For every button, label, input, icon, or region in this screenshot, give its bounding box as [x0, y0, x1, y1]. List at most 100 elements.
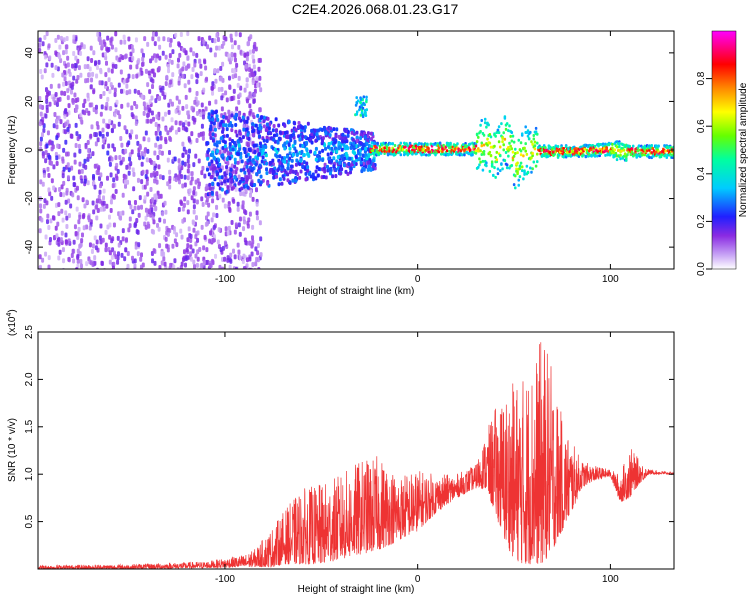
spectrogram-cell: [223, 144, 227, 149]
spectrogram-cell: [231, 44, 235, 50]
spectrogram-cell: [43, 68, 47, 74]
spectrogram-cell: [149, 186, 153, 192]
spectrogram-cell: [93, 235, 97, 241]
spectrogram-cell: [166, 227, 170, 233]
spectrogram-cell: [194, 234, 198, 240]
spectrogram-cell: [230, 56, 234, 62]
spectrogram-cell: [186, 63, 190, 69]
spectrogram-cell: [69, 203, 73, 209]
spectrogram-cell: [158, 243, 162, 249]
spectrogram-cell: [181, 141, 185, 147]
spectrogram-cell: [214, 110, 218, 115]
spectrogram-cell: [228, 137, 232, 142]
spectrogram-cell: [159, 135, 163, 141]
spectrogram-cell: [105, 101, 109, 107]
spectrogram-cell: [275, 174, 279, 179]
spectrogram-cell: [62, 50, 66, 56]
spectrogram-cell: [495, 150, 499, 154]
spectrogram-cell: [187, 148, 191, 154]
spectrogram-cell: [531, 167, 534, 171]
spectrogram-cell: [182, 202, 186, 208]
spectrogram-cell: [146, 221, 150, 227]
spectrogram-cell: [144, 207, 148, 213]
spectrogram-cell: [112, 222, 116, 228]
spectrogram-cell: [59, 237, 63, 243]
spectrogram-cell: [519, 153, 523, 157]
spectrogram-cell: [495, 158, 499, 162]
spectrogram-cell: [239, 155, 243, 160]
spectrogram-cell: [140, 61, 144, 67]
spectrogram-cell: [55, 124, 59, 130]
spectrogram-cell: [287, 119, 291, 124]
spectrogram-cell: [94, 245, 98, 251]
spectrogram-cell: [265, 171, 269, 176]
spectrogram-cell: [55, 101, 59, 107]
spectrogram-cell: [364, 153, 368, 158]
spectrogram-cell: [383, 149, 386, 153]
spectrogram-cell: [599, 142, 603, 146]
spectrogram-cell: [150, 110, 154, 116]
spectrogram-cells: [38, 31, 674, 269]
spectrogram-cell: [302, 152, 306, 157]
spectrogram-cell: [330, 146, 334, 151]
spectrogram-cell: [229, 33, 233, 39]
spectrogram-cell: [104, 81, 108, 87]
spectrogram-cell: [211, 37, 215, 43]
spectrogram-cell: [112, 261, 116, 267]
spectrogram-cell: [157, 127, 161, 133]
spectrogram-cell: [56, 66, 60, 72]
spectrogram-cell: [74, 122, 78, 128]
spectrogram-cell: [226, 178, 230, 183]
spectrogram-cell: [320, 127, 324, 132]
spectrogram-cell: [255, 156, 259, 161]
spectrogram-xtick-label: -100: [215, 274, 235, 285]
spectrogram-cell: [119, 69, 123, 75]
spectrogram-cell: [303, 135, 307, 140]
spectrogram-cell: [531, 154, 534, 158]
spectrogram-cell: [522, 177, 525, 181]
spectrogram-cell: [161, 116, 165, 122]
spectrogram-cell: [57, 202, 61, 208]
spectrogram-cell: [221, 146, 225, 151]
spectrogram-cell: [74, 143, 78, 149]
spectrogram-cell: [78, 45, 82, 51]
spectrogram-cell: [198, 58, 202, 64]
spectrogram-cell: [313, 128, 317, 133]
spectrogram-cell: [65, 215, 69, 221]
spectrogram-cell: [204, 65, 208, 71]
spectrogram-cell: [238, 131, 242, 136]
spectrogram-cell: [168, 266, 172, 269]
spectrogram-cell: [43, 54, 47, 60]
spectrogram-cell: [262, 115, 266, 120]
spectrogram-cell: [137, 89, 141, 95]
spectrogram-cell: [207, 112, 211, 117]
spectrogram-cell: [357, 157, 361, 162]
spectrogram-cell: [179, 228, 183, 234]
spectrogram-cell: [520, 169, 524, 173]
spectrogram-cell: [266, 116, 270, 121]
spectrogram-cell: [167, 109, 171, 115]
spectrogram-cell: [254, 261, 258, 267]
figure-title: C2E4.2026.068.01.23.G17: [291, 1, 459, 17]
spectrogram-cell: [164, 136, 168, 142]
spectrogram-cell: [76, 253, 80, 259]
spectrogram-cell: [593, 154, 597, 158]
spectrogram-cell: [189, 233, 193, 239]
spectrogram-cell: [221, 245, 225, 251]
spectrogram-cell: [146, 148, 150, 154]
spectrogram-cell: [288, 146, 292, 151]
spectrogram-cell: [460, 153, 464, 157]
spectrogram-cell: [276, 140, 280, 145]
spectrogram-cell: [189, 251, 193, 257]
spectrogram-cell: [262, 124, 266, 129]
spectrogram-cell: [583, 147, 586, 151]
spectrogram-cell: [274, 128, 278, 133]
spectrogram-cell: [196, 230, 200, 236]
spectrogram-cell: [155, 171, 159, 177]
spectrogram-cell: [157, 36, 161, 42]
spectrogram-cell: [306, 168, 310, 173]
spectrogram-cell: [243, 219, 247, 225]
spectrogram-cell: [98, 131, 102, 137]
spectrogram-cell: [323, 126, 327, 131]
spectrogram-cell: [352, 141, 356, 146]
